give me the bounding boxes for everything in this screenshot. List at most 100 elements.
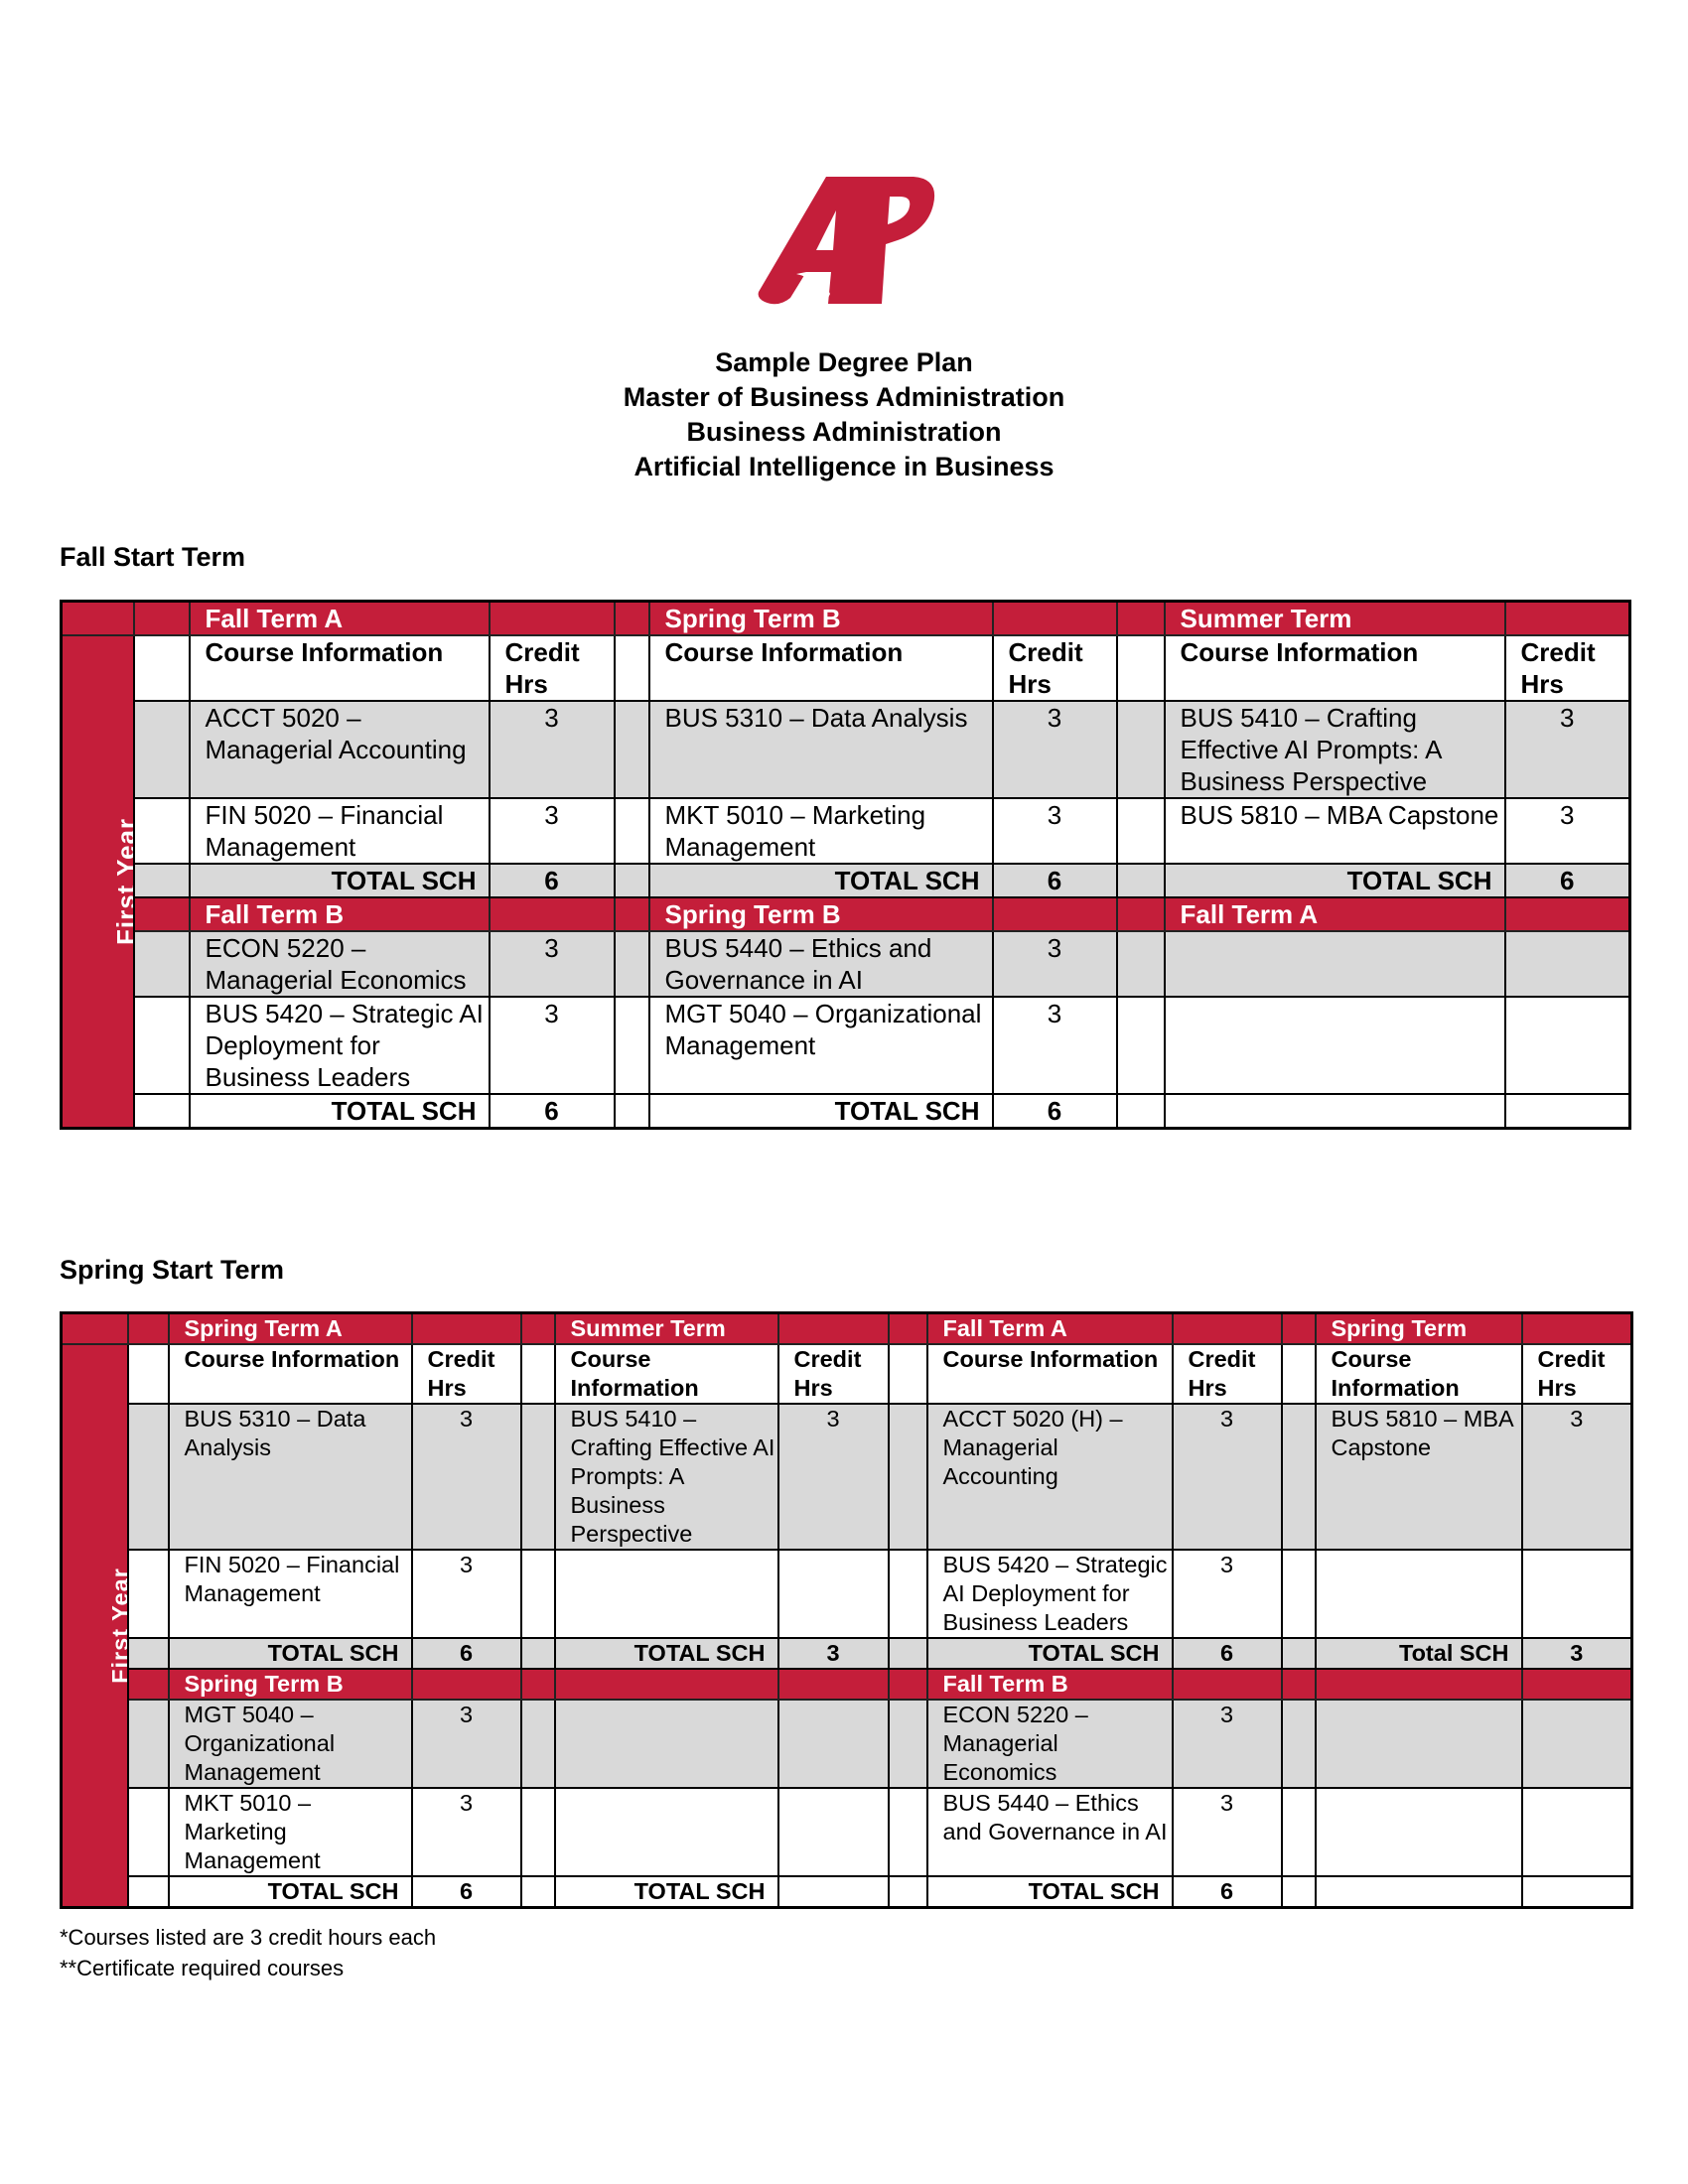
course-info-header: Course Information bbox=[1163, 634, 1506, 702]
spacer-cell bbox=[1115, 930, 1166, 998]
total-sch-value: 6 bbox=[1503, 863, 1631, 898]
course-credits: 3 bbox=[1503, 797, 1631, 865]
term-credit-header bbox=[1171, 1668, 1283, 1701]
course-name: BUS 5420 – Strategic AI Deployment for B… bbox=[188, 996, 491, 1095]
spring-start-heading: Spring Start Term bbox=[60, 1255, 285, 1285]
course-name: BUS 5440 – Ethics and Governance in AI bbox=[647, 930, 994, 998]
course-credits bbox=[1520, 1787, 1633, 1877]
spacer-cell bbox=[1280, 1637, 1317, 1670]
spacer-cell bbox=[132, 863, 191, 898]
fall-start-heading: Fall Start Term bbox=[60, 542, 246, 572]
course-name bbox=[1163, 996, 1506, 1095]
course-credits: 3 bbox=[1503, 700, 1631, 799]
total-sch-label: TOTAL SCH bbox=[925, 1875, 1174, 1909]
term-credit-header bbox=[1171, 1311, 1283, 1345]
term-credit-header bbox=[488, 896, 616, 932]
title-line: Master of Business Administration bbox=[623, 382, 1065, 412]
spacer-cell bbox=[887, 1403, 928, 1551]
credit-hrs-header: Credit Hrs bbox=[991, 634, 1118, 702]
column-header-row: First Year Course Information Credit Hrs Co… bbox=[60, 1343, 1633, 1909]
term-name: Summer Term bbox=[553, 1311, 779, 1345]
total-sch-value: 6 bbox=[488, 863, 616, 898]
spacer-cell bbox=[887, 1311, 928, 1345]
course-name: MGT 5040 – Organizational Management bbox=[167, 1699, 413, 1789]
term-credit-header bbox=[488, 600, 616, 636]
spacer-cell bbox=[126, 1787, 170, 1877]
course-info-header: Course Information bbox=[647, 634, 994, 702]
document-titles: Sample Degree Plan Master of Business Ad… bbox=[0, 345, 1688, 484]
spacer-cell bbox=[1115, 600, 1166, 636]
term-name: Spring Term A bbox=[167, 1311, 413, 1345]
course-credits: 3 bbox=[1171, 1549, 1283, 1639]
spacer-cell bbox=[613, 896, 650, 932]
total-row: TOTAL SCH 6 TOTAL SCH 6 bbox=[62, 1093, 1631, 1130]
footnote: **Certificate required courses bbox=[60, 1956, 345, 1980]
spacer-cell bbox=[613, 930, 650, 998]
title-line: Artificial Intelligence in Business bbox=[633, 452, 1055, 481]
term-credit-header bbox=[991, 600, 1118, 636]
course-credits bbox=[1503, 996, 1631, 1095]
course-name: BUS 5410 – Crafting Effective AI Prompts… bbox=[553, 1403, 779, 1551]
course-row: FIN 5020 – Financial Management 3 BUS 5420… bbox=[62, 1549, 1633, 1639]
term-credit-header bbox=[410, 1668, 522, 1701]
spacer-cell bbox=[132, 1093, 191, 1130]
term-name: Spring Term B bbox=[647, 896, 994, 932]
course-row: ECON 5220 – Managerial Economics 3 BUS 544… bbox=[62, 930, 1631, 998]
term-credit-header bbox=[1503, 896, 1631, 932]
course-name: ACCT 5020 (H) – Managerial Accounting bbox=[925, 1403, 1174, 1551]
spacer-cell bbox=[887, 1549, 928, 1639]
course-credits: 3 bbox=[410, 1699, 522, 1789]
total-sch-label: TOTAL SCH bbox=[167, 1875, 413, 1909]
course-name: MKT 5010 – Marketing Management bbox=[647, 797, 994, 865]
course-credits: 3 bbox=[991, 700, 1118, 799]
spacer-cell bbox=[1115, 996, 1166, 1095]
total-sch-label: Total SCH bbox=[1314, 1637, 1523, 1670]
course-name: BUS 5420 – Strategic AI Deployment for B… bbox=[925, 1549, 1174, 1639]
spacer-cell bbox=[519, 1668, 556, 1701]
year-label-cell: First Year bbox=[60, 1343, 129, 1909]
university-logo bbox=[758, 177, 935, 305]
term-name: Fall Term A bbox=[1163, 896, 1506, 932]
credit-hrs-header: Credit Hrs bbox=[1503, 634, 1631, 702]
credit-hrs-header: Credit Hrs bbox=[1520, 1343, 1633, 1405]
year-label: First Year bbox=[106, 1568, 128, 1684]
term-header-row: Fall Term A Spring Term B Summer Term bbox=[60, 600, 1631, 636]
spacer-cell bbox=[132, 600, 191, 636]
total-sch-value: 3 bbox=[776, 1637, 890, 1670]
year-label: First Year bbox=[111, 817, 134, 946]
total-sch-label: TOTAL SCH bbox=[188, 863, 491, 898]
spacer-cell bbox=[132, 700, 191, 799]
course-credits: 3 bbox=[1171, 1787, 1283, 1877]
course-credits: 3 bbox=[488, 930, 616, 998]
course-name bbox=[1163, 930, 1506, 998]
course-credits: 3 bbox=[410, 1549, 522, 1639]
spacer-cell bbox=[519, 1787, 556, 1877]
spacer-cell bbox=[613, 600, 650, 636]
spacer-cell bbox=[887, 1787, 928, 1877]
spacer-cell bbox=[1115, 700, 1166, 799]
course-credits: 3 bbox=[991, 930, 1118, 998]
term-name: Fall Term B bbox=[188, 896, 491, 932]
credit-hrs-header: Credit Hrs bbox=[488, 634, 616, 702]
course-name bbox=[553, 1787, 779, 1877]
year-header-cell bbox=[60, 1311, 129, 1345]
total-row: TOTAL SCH 6 TOTAL SCH 6 TOTAL SCH 6 bbox=[62, 863, 1631, 898]
spacer-cell bbox=[519, 1311, 556, 1345]
course-name bbox=[1314, 1787, 1523, 1877]
total-sch-label: TOTAL SCH bbox=[647, 1093, 994, 1130]
spacer-cell bbox=[126, 1311, 170, 1345]
term-credit-header bbox=[991, 896, 1118, 932]
spacer-cell bbox=[1280, 1668, 1317, 1701]
spacer-cell bbox=[132, 996, 191, 1095]
credit-hrs-header: Credit Hrs bbox=[1171, 1343, 1283, 1405]
spacer-cell bbox=[126, 1343, 170, 1405]
course-name: FIN 5020 – Financial Management bbox=[188, 797, 491, 865]
course-credits bbox=[776, 1549, 890, 1639]
spacer-cell bbox=[887, 1668, 928, 1701]
course-name bbox=[1314, 1699, 1523, 1789]
term-name: Spring Term B bbox=[647, 600, 994, 636]
course-row: FIN 5020 – Financial Management 3 MKT 5010… bbox=[62, 797, 1631, 865]
total-sch-label bbox=[1163, 1093, 1506, 1130]
course-name: ECON 5220 – Managerial Economics bbox=[188, 930, 491, 998]
total-sch-value bbox=[1520, 1875, 1633, 1909]
